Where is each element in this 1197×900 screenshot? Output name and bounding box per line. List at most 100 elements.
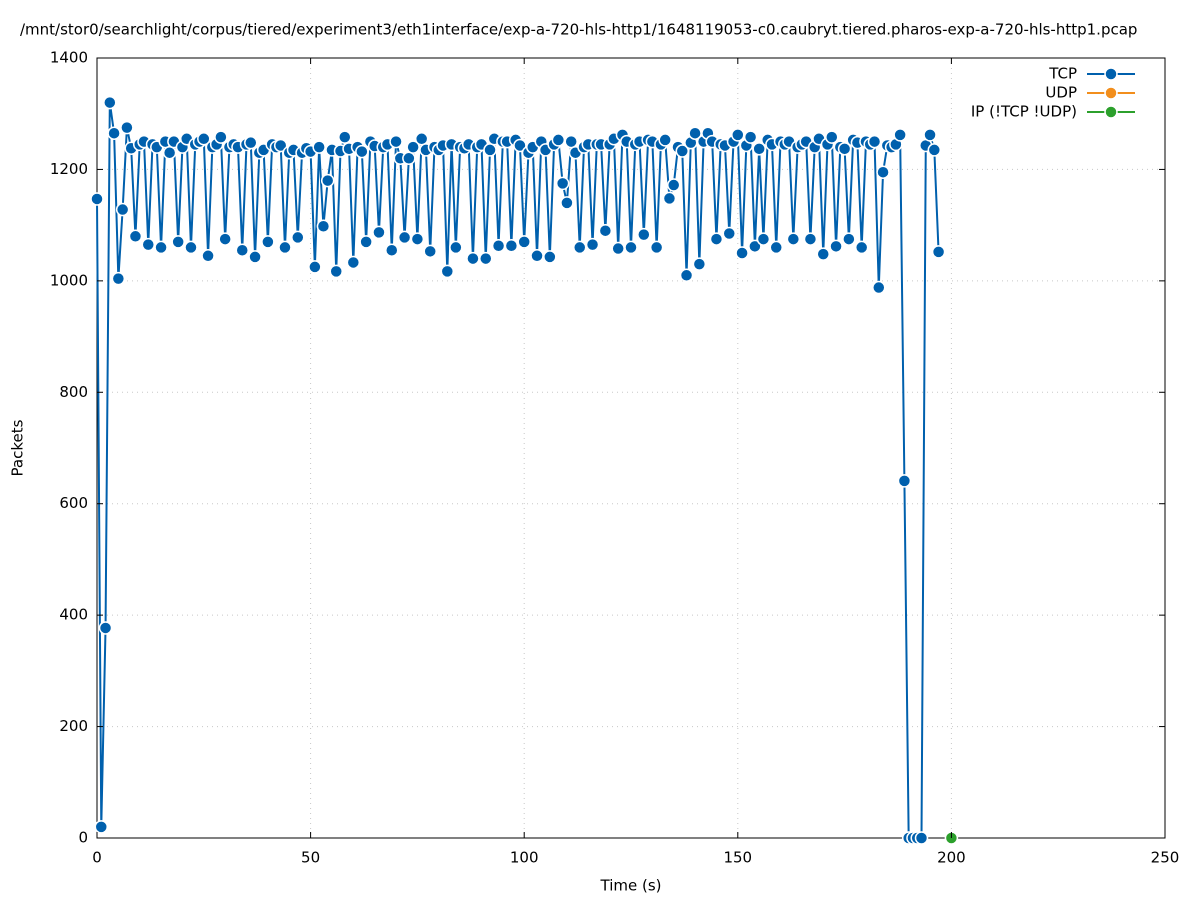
data-point <box>637 227 651 242</box>
data-point <box>872 280 886 295</box>
data-point <box>273 138 288 153</box>
plot-border <box>96 57 1166 839</box>
data-point <box>688 126 702 140</box>
data-point <box>560 196 574 210</box>
data-point <box>931 245 946 259</box>
data-point <box>867 134 882 149</box>
data-point <box>162 145 177 160</box>
data-point <box>346 255 361 270</box>
data-point <box>679 268 694 283</box>
y-tick-label: 800 <box>59 383 88 401</box>
data-point <box>98 621 113 635</box>
data-point <box>320 173 335 188</box>
data-point <box>735 246 749 260</box>
data-point <box>291 230 305 245</box>
x-tick-label: 200 <box>937 849 966 867</box>
data-point <box>316 219 331 234</box>
data-point <box>611 241 625 256</box>
data-point <box>423 244 437 259</box>
data-point <box>876 165 890 179</box>
data-point <box>598 223 613 238</box>
data-point <box>786 232 801 246</box>
data-point <box>624 240 638 255</box>
data-point <box>731 128 745 142</box>
data-point <box>748 239 762 254</box>
data-point <box>649 240 664 255</box>
data-point <box>338 130 352 144</box>
data-point <box>94 820 109 834</box>
x-tick-label: 0 <box>92 849 102 867</box>
data-point <box>752 142 766 156</box>
data-point <box>842 232 856 246</box>
data-point <box>517 235 531 249</box>
legend-marker <box>1104 86 1118 100</box>
data-point <box>184 240 198 255</box>
data-point <box>278 240 292 255</box>
data-point <box>675 144 690 158</box>
data-point <box>585 237 600 252</box>
data-point <box>479 251 493 266</box>
data-point <box>803 232 818 246</box>
data-point <box>414 132 429 146</box>
data-point <box>103 95 117 110</box>
data-point <box>248 250 262 264</box>
data-point <box>829 239 843 254</box>
series-line <box>96 102 940 839</box>
data-point <box>709 232 724 246</box>
data-point <box>218 232 232 246</box>
x-axis-label: Time (s) <box>600 877 662 895</box>
data-point <box>449 240 463 255</box>
data-point <box>261 235 275 249</box>
data-point <box>483 143 497 157</box>
data-point <box>120 120 134 135</box>
data-point <box>107 126 121 140</box>
data-point <box>722 226 737 241</box>
data-point <box>111 271 126 286</box>
data-point <box>201 249 215 263</box>
y-axis-label: Packets <box>9 419 27 476</box>
x-tick-label: 50 <box>301 849 320 867</box>
data-point <box>551 133 566 147</box>
data-point <box>308 260 322 274</box>
y-tick-label: 1000 <box>50 271 88 289</box>
data-point <box>128 229 143 244</box>
data-point <box>769 240 783 255</box>
y-tick-label: 200 <box>59 717 88 735</box>
data-point <box>491 239 506 253</box>
data-point <box>440 264 455 279</box>
data-point <box>555 176 570 191</box>
data-point <box>662 191 677 206</box>
x-tick-label: 150 <box>723 849 752 867</box>
data-point <box>214 130 228 144</box>
data-point <box>115 202 130 217</box>
data-point <box>329 264 343 279</box>
data-point <box>235 243 249 257</box>
data-point <box>743 130 758 144</box>
data-point <box>893 128 907 142</box>
legend-label: IP (!TCP !UDP) <box>971 103 1077 121</box>
data-point <box>359 235 373 249</box>
y-tick-label: 1400 <box>50 49 88 67</box>
data-point <box>756 232 771 246</box>
data-point <box>513 138 527 153</box>
y-tick-label: 1200 <box>50 160 88 178</box>
data-point <box>406 140 420 154</box>
x-tick-label: 250 <box>1151 849 1180 867</box>
data-point <box>666 178 681 192</box>
series <box>90 95 959 845</box>
data-point <box>385 243 399 257</box>
data-point <box>197 132 211 146</box>
data-point <box>854 240 869 255</box>
y-tick-label: 600 <box>59 494 88 512</box>
data-point <box>837 142 852 156</box>
x-tick-label: 100 <box>510 849 539 867</box>
data-point <box>897 474 912 488</box>
data-point <box>914 831 929 845</box>
data-point <box>402 151 416 166</box>
data-point <box>816 247 830 261</box>
data-point <box>154 240 168 255</box>
legend-label: TCP <box>1048 65 1077 83</box>
data-point <box>141 237 156 252</box>
data-point <box>572 240 587 255</box>
